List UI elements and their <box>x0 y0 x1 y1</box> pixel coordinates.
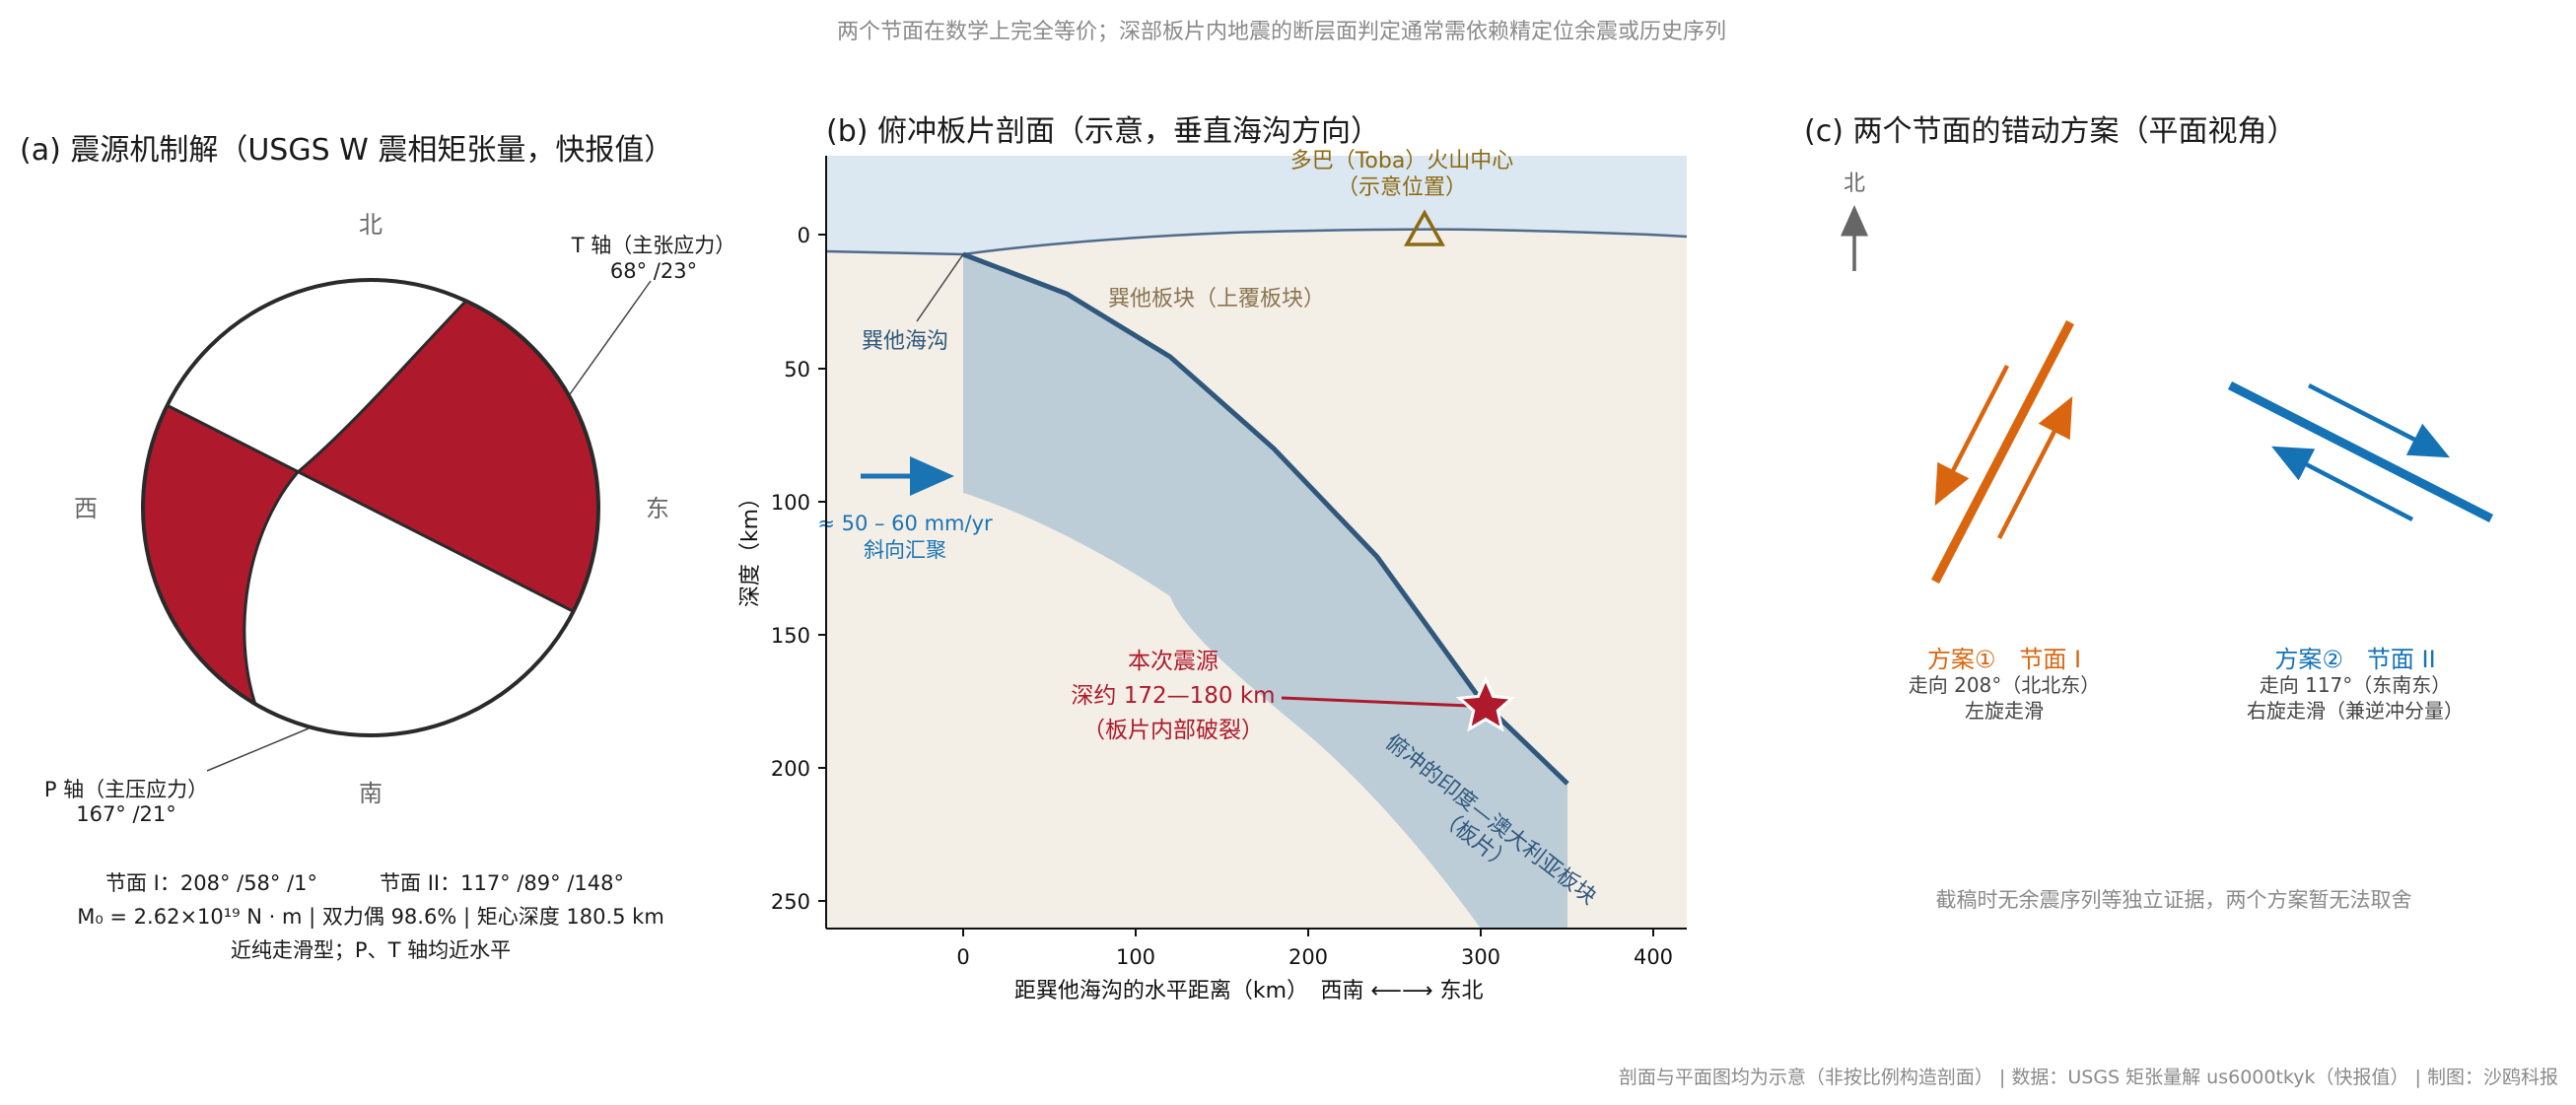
fault-1-line <box>1931 319 2074 585</box>
x-tick-400: 400 <box>1634 945 1673 969</box>
panel-a: (a) 震源机制解（USGS W 震相矩张量，快报值） 北 南 西 东 T 轴（… <box>20 133 735 962</box>
hypocenter-label-1: 本次震源 <box>1128 649 1218 674</box>
volcano-label-1: 多巴（Toba）火山中心 <box>1290 149 1514 173</box>
panel-c-title: (c) 两个节面的错动方案（平面视角） <box>1804 114 2296 149</box>
subducting-slab <box>963 254 1567 929</box>
nodal-plane-2-line <box>168 404 574 613</box>
x-tick-0: 0 <box>956 945 969 969</box>
hypocenter-label-3: （板片内部破裂） <box>1082 718 1264 743</box>
y-tick-50: 50 <box>784 358 810 381</box>
volcano-label-2: （示意位置） <box>1337 175 1467 200</box>
panel-a-title: (a) 震源机制解（USGS W 震相矩张量，快报值） <box>20 133 673 168</box>
fault-1-arrow-right-block <box>1997 396 2073 540</box>
y-tick-250: 250 <box>771 890 810 914</box>
y-tick-200: 200 <box>771 757 810 781</box>
direction-south: 南 <box>359 780 383 807</box>
overriding-plate-label: 巽他板块（上覆板块） <box>1108 287 1325 311</box>
scheme-1-strike: 走向 208°（北北东） <box>1909 673 2101 697</box>
x-ticks: 0 100 200 300 400 <box>956 929 1673 969</box>
trench-label: 巽他海沟 <box>862 329 948 354</box>
hypocenter-label-2: 深约 172—180 km <box>1071 683 1275 709</box>
y-tick-100: 100 <box>771 491 810 515</box>
mechanism-type: 近纯走滑型；P、T 轴均近水平 <box>231 938 511 962</box>
fault-2-arrow-upper-block <box>2307 382 2451 458</box>
scheme-1-motion: 左旋走滑 <box>1965 699 2044 723</box>
direction-west: 西 <box>74 495 98 522</box>
t-axis-value: 68° /23° <box>610 259 697 283</box>
convergence-type: 斜向汇聚 <box>864 538 946 562</box>
scheme-2-strike: 走向 117°（东南东） <box>2260 673 2452 697</box>
scheme-2-diagram <box>2227 380 2494 523</box>
compression-quadrant-east <box>298 301 598 611</box>
scheme-2-motion: 右旋走滑（兼逆冲分量） <box>2247 699 2464 723</box>
hypocenter-leader <box>1281 696 1470 708</box>
t-axis-leader <box>569 280 652 395</box>
x-tick-100: 100 <box>1116 945 1155 969</box>
p-axis-leader <box>206 727 310 772</box>
y-tick-150: 150 <box>771 624 810 648</box>
moment-summary: M₀ = 2.62×10¹⁹ N · m | 双力偶 98.6% | 矩心深度 … <box>77 905 664 930</box>
trench-leader <box>916 253 964 322</box>
convergence-rate: ≈ 50 – 60 mm/yr <box>817 512 993 535</box>
beachball <box>141 278 600 737</box>
scheme-2-title: 方案② 节面 II <box>2274 646 2435 673</box>
compression-quadrant-west <box>144 406 298 705</box>
fault-1-arrow-left-block <box>1934 364 2009 506</box>
panel-c-note: 截稿时无余震序列等独立证据，两个方案暂无法取舍 <box>1936 888 2412 912</box>
scheme-1-title: 方案① 节面 I <box>1927 646 2081 673</box>
x-axis-title: 距巽他海沟的水平距离（km） <box>1014 979 1308 1003</box>
panel-b: (b) 俯冲板片剖面（示意，垂直海沟方向） 多巴（Toba）火山中心 （示意位置… <box>738 114 1688 1003</box>
volcano-marker <box>1404 209 1445 246</box>
y-axis-title: 深度（km） <box>738 487 763 607</box>
fault-2-line <box>2227 380 2494 523</box>
x-axis-direction: 西南 ⟵⟶ 东北 <box>1320 979 1483 1003</box>
footer-credits: 剖面与平面图均为示意（非按比例构造剖面） | 数据：USGS 矩张量解 us60… <box>1619 1067 2558 1088</box>
nodal-planes-summary: 节面 I：208° /58° /1° 节面 II：117° /89° /148° <box>105 871 624 895</box>
x-tick-200: 200 <box>1288 945 1328 969</box>
direction-north: 北 <box>359 211 383 239</box>
hypocenter-star <box>1455 675 1516 732</box>
seafloor-line <box>825 228 1688 256</box>
panel-c: (c) 两个节面的错动方案（平面视角） 北 方案① 节面 I 走向 208°（北… <box>1804 114 2494 912</box>
north-label: 北 <box>1844 172 1865 196</box>
y-tick-0: 0 <box>798 224 810 247</box>
cross-section-plot: 多巴（Toba）火山中心 （示意位置） 巽他板块（上覆板块） 巽他海沟 ≈ 50… <box>738 149 1688 1003</box>
p-axis-label: P 轴（主压应力） <box>44 778 208 801</box>
p-axis-value: 167° /21° <box>76 802 176 826</box>
x-tick-300: 300 <box>1461 945 1500 969</box>
direction-east: 东 <box>646 495 669 522</box>
y-ticks: 0 50 100 150 200 250 <box>771 224 826 914</box>
t-axis-label: T 轴（主张应力） <box>571 234 736 257</box>
panel-b-title: (b) 俯冲板片剖面（示意，垂直海沟方向） <box>826 114 1380 149</box>
scheme-1-diagram <box>1931 319 2074 585</box>
top-note: 两个节面在数学上完全等价；深部板片内地震的断层面判定通常需依赖精定位余震或历史序… <box>837 20 1726 44</box>
fault-2-arrow-lower-block <box>2271 446 2414 521</box>
beachball-outline <box>141 278 600 737</box>
